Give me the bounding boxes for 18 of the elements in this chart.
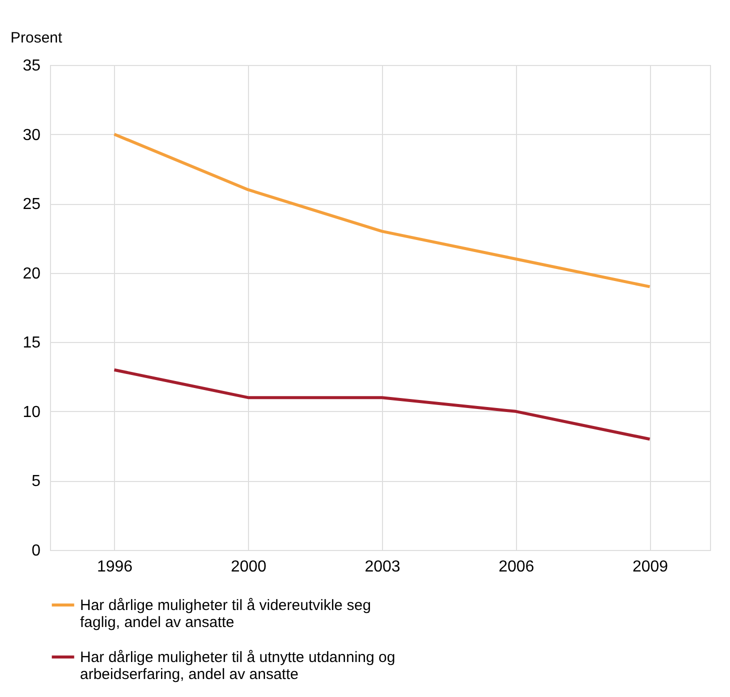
line-series (112, 132, 652, 288)
legend-label: Har dårlige muligheter til å videreutvikle seg faglig, andel av ansatte (80, 597, 371, 631)
legend-label: Har dårlige muligheter til å utnytte utdanning og arbeidserfaring, andel av ansatte (80, 649, 396, 683)
y-tick-label: 10 (22, 404, 41, 421)
y-tick-label: 25 (22, 196, 41, 214)
y-tick-label: 15 (22, 334, 41, 352)
x-tick-label: 2009 (632, 558, 668, 576)
y-tick-label: 0 (32, 542, 41, 560)
y-axis-title: Prosent (10, 30, 64, 46)
y-tick-label: 5 (32, 473, 41, 490)
x-tick-label: 1996 (96, 558, 133, 576)
y-tick-label: 30 (22, 126, 41, 144)
y-tick-label: 20 (22, 265, 41, 282)
y-tick-label: 35 (22, 58, 41, 74)
x-tick-label: 2006 (498, 558, 534, 576)
line-series (112, 368, 652, 441)
x-tick-label: 2003 (364, 558, 400, 576)
x-tick-label: 2000 (230, 558, 267, 576)
